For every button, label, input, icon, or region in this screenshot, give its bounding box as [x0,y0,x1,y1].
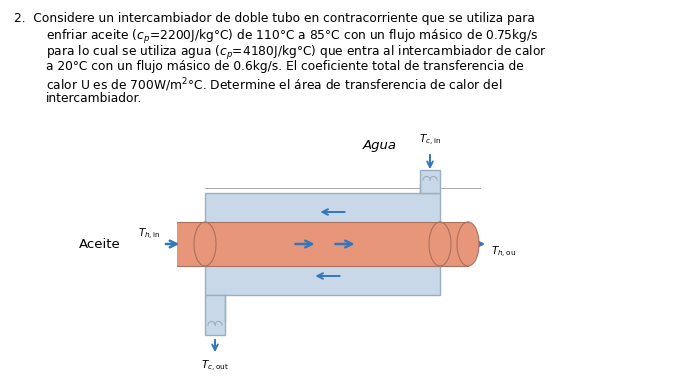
Bar [177,222,205,266]
Bar [205,222,440,266]
Text: Agua: Agua [363,139,397,152]
Text: $T_{h,\mathrm{ou}}$: $T_{h,\mathrm{ou}}$ [491,244,516,260]
Text: intercambiador.: intercambiador. [46,92,142,105]
Bar [440,222,468,266]
Text: 2.  Considere un intercambiador de doble tubo en contracorriente que se utiliza : 2. Considere un intercambiador de doble … [14,12,535,25]
Text: calor U es de 700W/m$^2$°C. Determine el área de transferencia de calor del: calor U es de 700W/m$^2$°C. Determine el… [46,76,503,93]
Text: enfriar aceite ($c_p$=2200J/kg°C) de 110°C a 85°C con un flujo másico de 0.75kg/: enfriar aceite ($c_p$=2200J/kg°C) de 110… [46,28,538,46]
Text: a 20°C con un flujo másico de 0.6kg/s. El coeficiente total de transferencia de: a 20°C con un flujo másico de 0.6kg/s. E… [46,60,524,73]
Text: $T_{c,\mathrm{in}}$: $T_{c,\mathrm{in}}$ [419,133,441,148]
Text: $T_{h,\mathrm{in}}$: $T_{h,\mathrm{in}}$ [139,226,161,242]
Ellipse shape [457,222,479,266]
Text: Aceite: Aceite [79,237,121,251]
Text: $T_{c,\mathrm{out}}$: $T_{c,\mathrm{out}}$ [201,359,229,374]
Text: para lo cual se utiliza agua ($c_p$=4180J/kg°C) que entra al intercambiador de c: para lo cual se utiliza agua ($c_p$=4180… [46,44,547,62]
Ellipse shape [429,222,451,266]
Ellipse shape [194,222,216,266]
Bar [205,193,440,295]
Bar [205,295,225,335]
Bar [420,170,440,193]
